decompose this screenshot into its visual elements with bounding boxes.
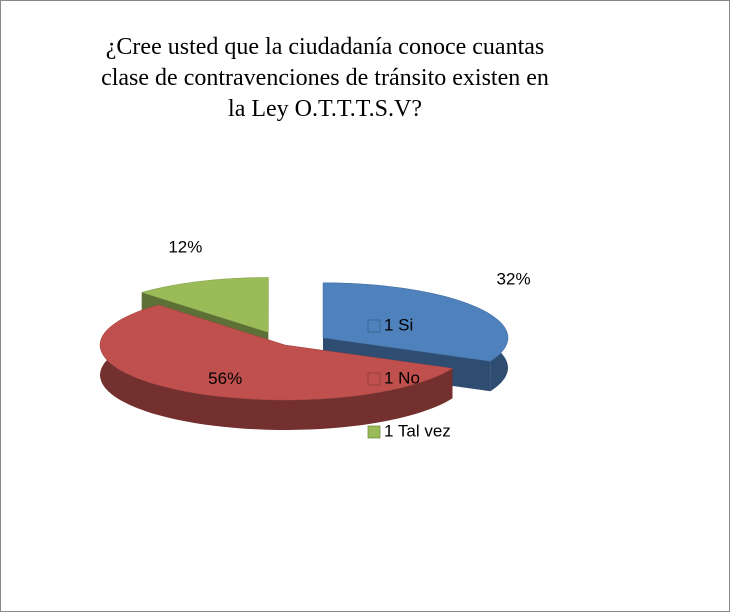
slice (140, 277, 269, 333)
data-label: 32% (497, 269, 531, 288)
slice (99, 304, 454, 401)
chart-title: ¿Cree usted que la ciudadanía conoce cua… (101, 34, 549, 122)
legend-swatch (367, 425, 381, 439)
data-label: 12% (168, 238, 202, 257)
legend-label: 1 Tal vez (384, 421, 451, 440)
legend-swatch (367, 319, 381, 333)
legend-label: 1 No (384, 368, 420, 387)
slice (322, 282, 509, 362)
data-label: 56% (208, 369, 242, 388)
legend-label: 1 Si (384, 315, 413, 334)
slice-side (100, 304, 453, 430)
legend-swatch (367, 372, 381, 386)
